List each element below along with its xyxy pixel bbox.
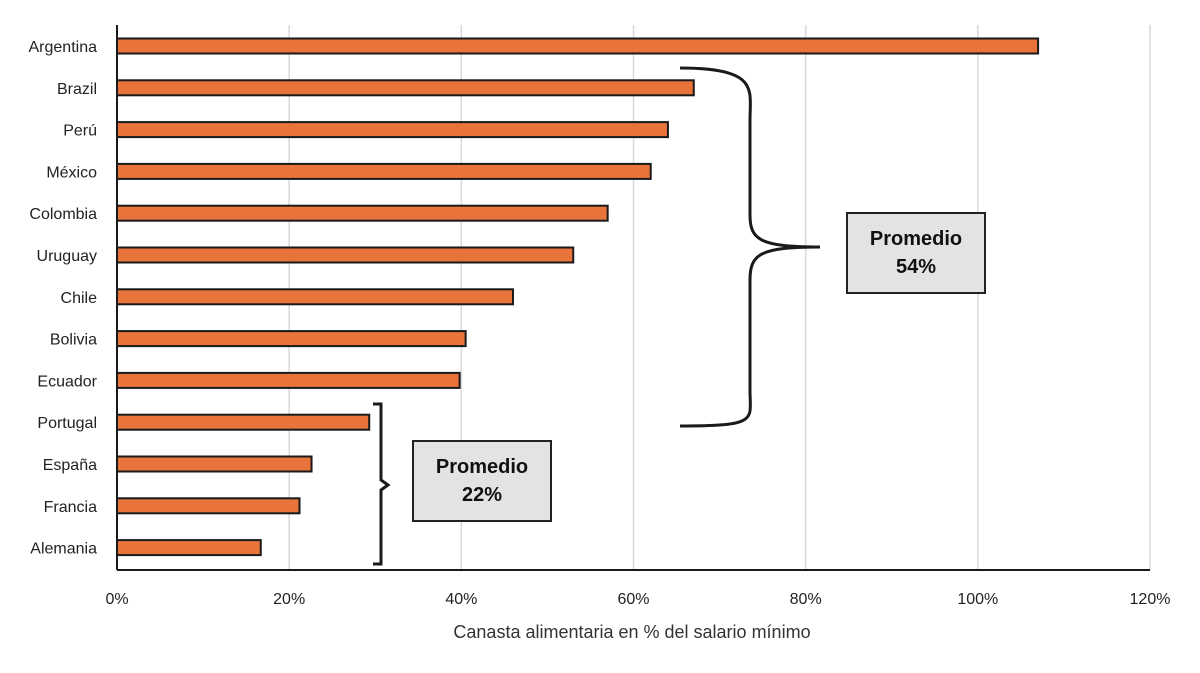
average-label: Promedio: [869, 228, 963, 250]
category-label: Alemania: [30, 541, 97, 558]
bar: [116, 121, 669, 139]
bar: [116, 37, 1040, 55]
bar: [116, 539, 262, 557]
category-label: España: [43, 457, 97, 474]
x-axis-title: Canasta alimentaria en % del salario mín…: [453, 622, 810, 642]
bar: [116, 162, 652, 180]
bar: [116, 497, 301, 515]
category-label: Francia: [44, 499, 97, 516]
average-label: Promedio: [435, 456, 529, 478]
category-label: Uruguay: [37, 248, 97, 265]
average-box-europe: Promedio 22%: [412, 440, 552, 522]
gridlines: [288, 25, 1151, 570]
bar: [116, 79, 695, 97]
x-tick-label: 20%: [273, 591, 305, 608]
x-tick-label: 0%: [105, 591, 128, 608]
category-label: Ecuador: [37, 373, 97, 390]
category-label: Bolivia: [50, 332, 97, 349]
average-value: 22%: [461, 484, 503, 506]
average-value: 54%: [895, 256, 937, 278]
category-label: Chile: [61, 290, 98, 307]
bar: [116, 330, 467, 348]
category-label: Colombia: [29, 206, 97, 223]
category-label: Perú: [63, 123, 97, 140]
category-label: México: [46, 164, 97, 181]
x-tick-label: 60%: [617, 591, 649, 608]
category-label: Argentina: [29, 39, 98, 56]
bar: [116, 455, 313, 473]
x-tick-label: 40%: [445, 591, 477, 608]
x-tick-label: 120%: [1130, 591, 1171, 608]
category-label: Brazil: [57, 81, 97, 98]
x-tick-label: 100%: [957, 591, 998, 608]
category-labels: Argentina Brazil Perú México Colombia Uruguay…: [29, 39, 98, 558]
bar: [116, 413, 371, 431]
brace-large: [679, 66, 821, 428]
average-box-latam: Promedio 54%: [846, 212, 986, 294]
x-tick-label: 80%: [790, 591, 822, 608]
bar: [116, 204, 609, 222]
category-label: Portugal: [37, 415, 97, 432]
bars: [116, 37, 1040, 557]
bar: [116, 288, 514, 306]
x-tick-labels: 0% 20% 40% 60% 80% 100% 120%: [105, 591, 1170, 608]
bar: [116, 371, 461, 389]
brace-small: [373, 402, 391, 566]
bar: [116, 246, 575, 264]
